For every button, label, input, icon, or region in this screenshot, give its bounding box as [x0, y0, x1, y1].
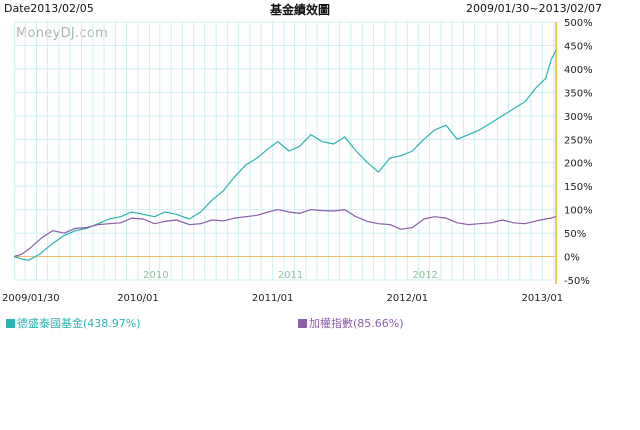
x-tick-label: 2011/01	[252, 293, 294, 304]
y-tick-label: -50%	[564, 276, 590, 287]
x-tick-label: 2012/01	[387, 293, 429, 304]
legend-swatch-index	[298, 318, 307, 328]
y-tick-label: 50%	[564, 229, 586, 240]
performance-chart: 2010 2011 2012 500% 450% 400% 350% 300% 250% 200%…	[2, 18, 593, 304]
year-label: 2010	[143, 270, 168, 281]
chart-title: 基金績效圖	[269, 3, 330, 17]
date-range-label: 2009/01/30~2013/02/07	[465, 2, 602, 15]
x-tick-label: 2009/01/30	[2, 293, 60, 304]
year-label: 2011	[278, 270, 303, 281]
y-tick-label: 400%	[564, 65, 593, 76]
legend-label-index: 加權指數(85.66%)	[309, 317, 404, 330]
series-line-fund	[13, 50, 557, 261]
watermark-logo: MoneyDJ.com	[16, 26, 109, 41]
x-tick-label: 2013/01	[522, 293, 564, 304]
y-tick-label: 200%	[564, 159, 593, 170]
y-tick-label: 0%	[564, 253, 580, 264]
y-tick-label: 100%	[564, 206, 593, 217]
y-tick-label: 500%	[564, 18, 593, 29]
series-line-index	[13, 209, 557, 258]
legend-item-fund[interactable]: 德盛泰國基金(438.97%)	[6, 315, 141, 331]
y-tick-label: 300%	[564, 112, 593, 123]
x-tick-label: 2010/01	[117, 293, 159, 304]
legend-swatch-fund	[6, 318, 15, 328]
date-label: Date2013/02/05	[4, 2, 94, 15]
year-label: 2012	[412, 270, 437, 281]
y-tick-label: 250%	[564, 135, 593, 146]
y-tick-label: 350%	[564, 88, 593, 99]
legend-item-index[interactable]: 加權指數(85.66%)	[298, 315, 404, 331]
y-tick-label: 450%	[564, 41, 593, 52]
legend-label-fund: 德盛泰國基金(438.97%)	[17, 317, 141, 330]
y-tick-label: 150%	[564, 182, 593, 193]
